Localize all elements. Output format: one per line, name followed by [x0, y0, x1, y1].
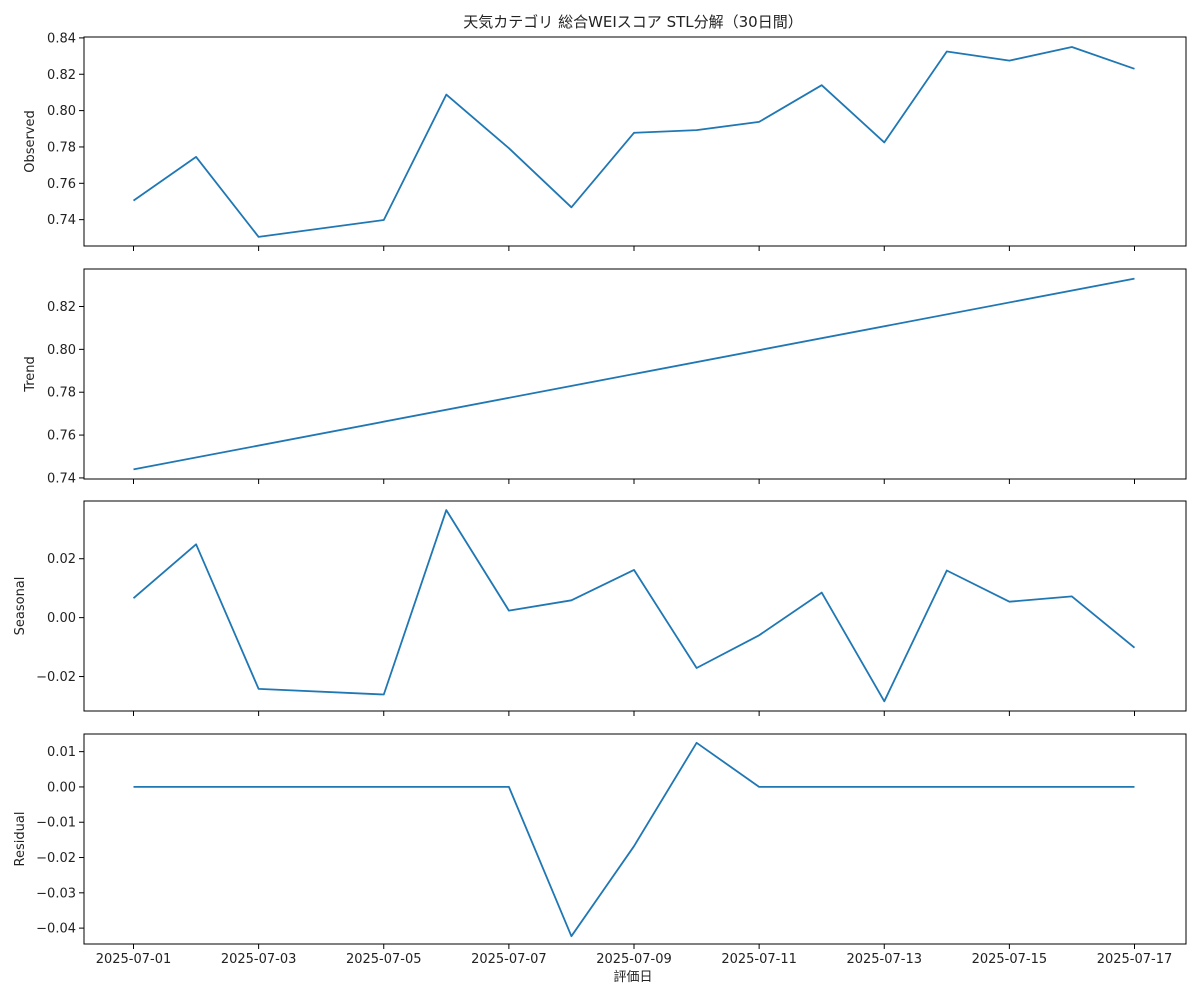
x-tick-label: 2025-07-07: [471, 952, 547, 967]
panel-seasonal: −0.02 0.00 0.02 Seasonal: [13, 500, 1187, 716]
y-axis-label: Seasonal: [13, 577, 28, 636]
y-tick-label: 0.74: [47, 471, 76, 486]
x-tick-label: 2025-07-03: [221, 952, 297, 967]
y-tick-label: −0.02: [36, 851, 76, 866]
y-tick-label: 0.00: [47, 780, 76, 795]
panel-residual: −0.04 −0.03 −0.02 −0.01 0.00 0.01 2025-07-01 20…: [13, 733, 1187, 967]
x-tick-label: 2025-07-13: [846, 952, 922, 967]
y-tick-label: −0.02: [36, 670, 76, 685]
series-line-seasonal: [132, 509, 1136, 703]
series-line-residual: [133, 741, 1135, 938]
y-axis-label: Trend: [23, 356, 38, 393]
axes-frame: [83, 268, 1187, 480]
x-tick-label: 2025-07-15: [972, 952, 1048, 967]
y-tick-label: 0.01: [47, 745, 76, 760]
y-tick-label: 0.00: [47, 611, 76, 626]
y-tick-label: −0.01: [36, 816, 76, 831]
y-tick-label: 0.74: [47, 213, 76, 228]
y-axis-label: Observed: [23, 110, 38, 173]
y-axis-label: Residual: [13, 812, 28, 867]
series-line-trend: [133, 277, 1135, 471]
x-tick-label: 2025-07-05: [346, 952, 422, 967]
x-tick-label: 2025-07-01: [96, 952, 172, 967]
y-tick-label: 0.76: [47, 177, 76, 192]
y-tick-label: −0.03: [36, 886, 76, 901]
figure-title: 天気カテゴリ 総合WEIスコア STL分解（30日間）: [463, 13, 802, 31]
x-tick-label: 2025-07-11: [721, 952, 797, 967]
axes-frame: [83, 500, 1187, 712]
panel-observed: 0.74 0.76 0.78 0.80 0.82 0.84 Observed: [23, 31, 1187, 251]
y-tick-label: 0.78: [47, 140, 76, 155]
y-tick-label: 0.80: [47, 104, 76, 119]
panel-trend: 0.74 0.76 0.78 0.80 0.82 Trend: [23, 268, 1187, 486]
axes-frame: [83, 36, 1187, 247]
panels-group: 0.74 0.76 0.78 0.80 0.82 0.84 Observed 0.74 0.76…: [13, 31, 1187, 967]
y-tick-label: −0.04: [36, 922, 76, 937]
y-tick-label: 0.82: [47, 300, 76, 315]
y-tick-label: 0.80: [47, 343, 76, 358]
series-line-observed: [132, 46, 1135, 238]
x-axis-label: 評価日: [613, 970, 652, 985]
y-tick-label: 0.84: [47, 31, 76, 46]
y-tick-label: 0.76: [47, 429, 76, 444]
y-tick-label: 0.82: [47, 68, 76, 83]
x-tick-label: 2025-07-17: [1097, 952, 1173, 967]
y-tick-label: 0.78: [47, 386, 76, 401]
axes-frame: [83, 733, 1187, 945]
x-tick-label: 2025-07-09: [596, 952, 672, 967]
y-tick-label: 0.02: [47, 552, 76, 567]
